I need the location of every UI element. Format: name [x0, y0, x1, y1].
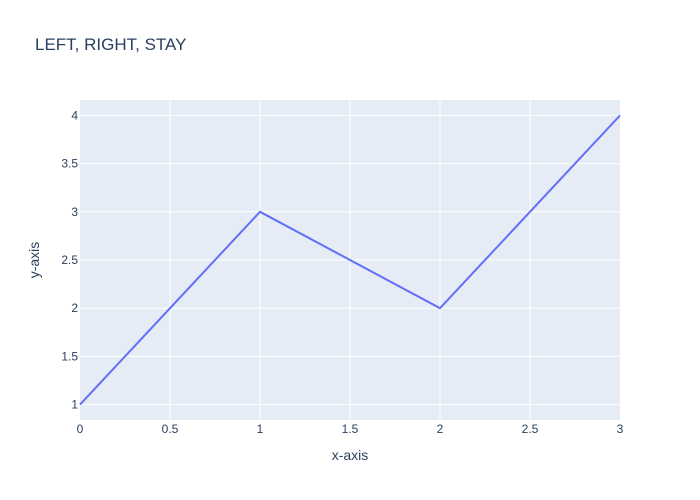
y-tick-label: 3.5 [61, 157, 78, 171]
chart-title: LEFT, RIGHT, STAY [35, 35, 186, 54]
x-tick-label: 2.5 [522, 422, 539, 436]
y-tick-label: 1.5 [61, 349, 78, 363]
series-line [79, 114, 621, 406]
y-tick-label: 2.5 [61, 253, 78, 267]
x-axis-title: x-axis [332, 447, 369, 463]
y-tick-label: 3 [71, 205, 78, 219]
x-tick-label: 1 [257, 422, 264, 436]
x-tick-label: 0.5 [162, 422, 179, 436]
x-tick-label: 3 [617, 422, 624, 436]
x-tick-label: 0 [77, 422, 84, 436]
tick-labels: 0 0.5 1 1.5 2 2.5 3 1 1.5 2 2.5 3 3.5 4 [61, 108, 623, 436]
y-tick-label: 1 [71, 398, 78, 412]
y-axis-title: y-axis [26, 242, 42, 279]
series-layer [79, 114, 621, 406]
x-tick-label: 2 [437, 422, 444, 436]
y-tick-label: 4 [71, 108, 78, 122]
x-tick-label: 1.5 [342, 422, 359, 436]
y-tick-label: 2 [71, 301, 78, 315]
